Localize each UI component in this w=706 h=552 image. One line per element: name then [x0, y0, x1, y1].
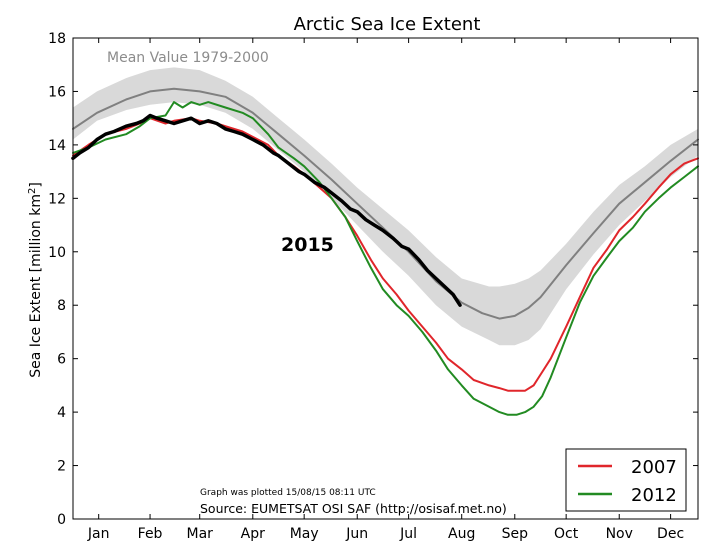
y-tick-label: 6: [57, 352, 66, 368]
x-tick-label-nov: Nov: [606, 526, 633, 542]
x-tick-label-feb: Feb: [138, 526, 163, 542]
x-tick-label-oct: Oct: [554, 526, 579, 542]
x-tick-label-may: May: [290, 526, 319, 542]
x-tick-label-jan: Jan: [87, 526, 110, 542]
y-axis-label-superscript: 2: [27, 188, 38, 194]
mean-range-layer: [73, 67, 698, 346]
legend-label-2012: 2012: [631, 485, 677, 506]
plot-frame: [72, 37, 699, 520]
y-tick-label: 10: [48, 245, 66, 261]
y-tick-label: 12: [48, 191, 66, 207]
series-line-2012: [72, 101, 699, 416]
y-axis-ticks: 0 2 4 6 8 10 12 14 16 18: [48, 31, 698, 528]
plot-area: [71, 67, 699, 416]
y-tick-label: 18: [48, 31, 66, 47]
legend-box: [565, 448, 687, 512]
chart-title: Arctic Sea Ice Extent: [294, 14, 481, 35]
series-line-2015: [71, 113, 462, 307]
x-tick-label-sep: Sep: [502, 526, 529, 542]
x-tick-label-aug: Aug: [448, 526, 475, 542]
x-tick-label-mar: Mar: [187, 526, 214, 542]
x-tick-label-apr: Apr: [241, 526, 265, 542]
y-tick-label: 16: [48, 84, 66, 100]
x-axis-ticks: Jan Feb Mar Apr May Jun Jul Aug Sep Oct Nov Dec: [87, 38, 684, 542]
source-note: Source: EUMETSAT OSI SAF (http://osisaf.…: [200, 501, 507, 516]
y-tick-label: 4: [57, 405, 66, 421]
y-tick-label: 0: [57, 512, 66, 528]
plotted-note: Graph was plotted 15/08/15 08:11 UTC: [200, 488, 376, 498]
series-line-mean-value-1979-2000: [72, 87, 699, 320]
y-axis-label-main: Sea Ice Extent [million km: [28, 194, 44, 378]
legend-entries: 2007 2012: [578, 457, 677, 506]
mean-range-band: [73, 67, 698, 346]
series-layer: [71, 87, 699, 416]
legend: 2007 2012: [565, 448, 687, 512]
x-tick-label-jun: Jun: [345, 526, 368, 542]
y-axis-label-end: ]: [28, 182, 44, 187]
y-tick-label: 14: [48, 138, 66, 154]
y-tick-label: 2: [57, 459, 66, 475]
mean-value-label: Mean Value 1979-2000: [107, 50, 269, 66]
x-tick-label-dec: Dec: [657, 526, 684, 542]
y-tick-label: 8: [57, 298, 66, 314]
legend-label-2007: 2007: [631, 457, 677, 478]
y-axis-label: Sea Ice Extent [million km2]: [27, 182, 44, 378]
year-2015-label: 2015: [281, 234, 334, 256]
x-tick-label-jul: Jul: [399, 526, 417, 542]
